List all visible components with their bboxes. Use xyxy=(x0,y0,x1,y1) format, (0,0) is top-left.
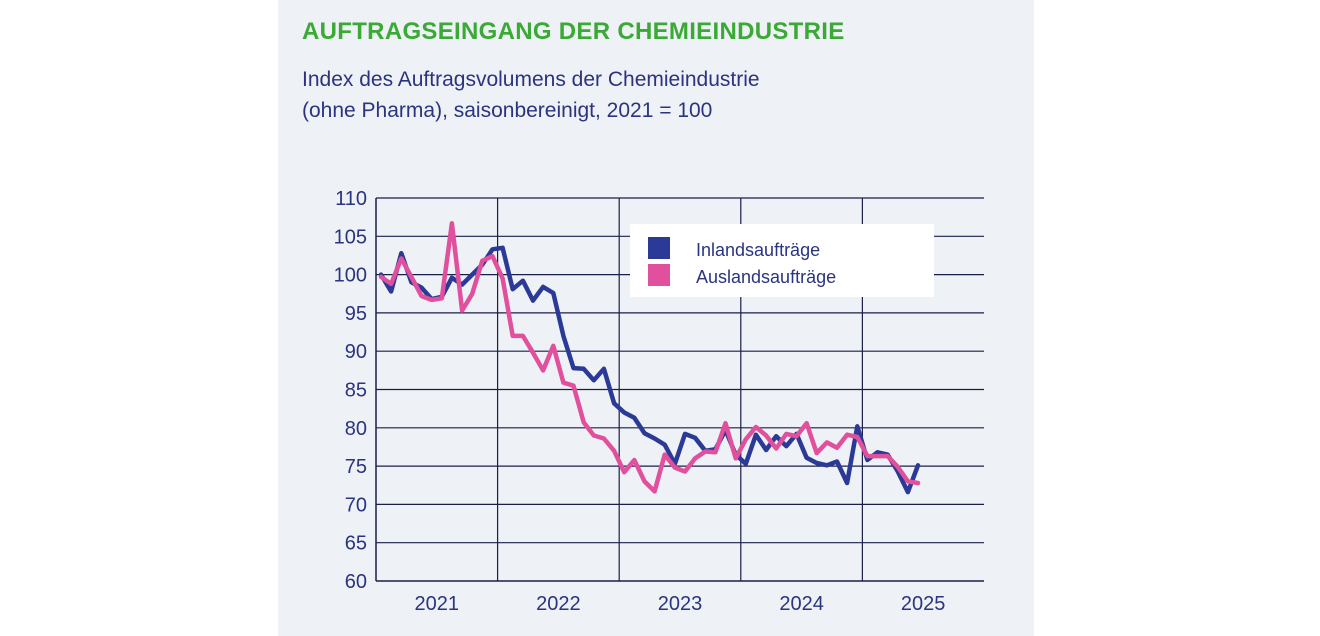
y-tick-label: 90 xyxy=(345,341,367,363)
y-tick-label: 75 xyxy=(345,456,367,478)
legend-box xyxy=(630,224,934,297)
series-line-ausland xyxy=(378,221,921,494)
y-tick-label: 80 xyxy=(345,418,367,440)
series xyxy=(378,221,921,495)
y-tick-label: 65 xyxy=(345,533,367,555)
legend-label-inland: Inlandsaufträge xyxy=(696,240,820,260)
legend-label-ausland: Auslandsaufträge xyxy=(696,267,836,287)
y-tick-label: 85 xyxy=(345,380,367,402)
chart-subtitle: Index des Auftragsvolumens der Chemieind… xyxy=(302,64,1002,126)
y-tick-label: 60 xyxy=(345,571,367,593)
grid xyxy=(376,197,984,581)
x-tick-label: 2025 xyxy=(901,593,946,615)
x-tick-label: 2021 xyxy=(415,593,460,615)
chart-title: AUFTRAGSEINGANG DER CHEMIEINDUSTRIE xyxy=(302,18,845,45)
y-tick-label: 95 xyxy=(345,303,367,325)
y-tick-label: 100 xyxy=(334,265,367,287)
chart-subtitle-line-2: (ohne Pharma), saisonbereinigt, 2021 = 1… xyxy=(302,99,713,122)
axes: 60 65 70 75 80 85 90 95 100 105 110 2021 2022 2023 202… xyxy=(334,188,984,615)
legend: Inlandsaufträge Auslandsaufträge xyxy=(630,224,934,297)
legend-swatch-inland xyxy=(648,237,670,259)
legend-swatch-ausland xyxy=(648,264,670,286)
x-tick-label: 2022 xyxy=(536,593,581,615)
y-tick-label: 110 xyxy=(335,188,367,210)
x-tick-label: 2023 xyxy=(658,593,703,615)
series-line-inland xyxy=(378,245,921,495)
x-tick-label: 2024 xyxy=(779,593,824,615)
y-tick-label: 105 xyxy=(334,226,367,248)
y-tick-label: 70 xyxy=(345,494,367,516)
chart-panel xyxy=(278,0,1034,636)
chart-subtitle-line-1: Index des Auftragsvolumens der Chemieind… xyxy=(302,68,760,91)
